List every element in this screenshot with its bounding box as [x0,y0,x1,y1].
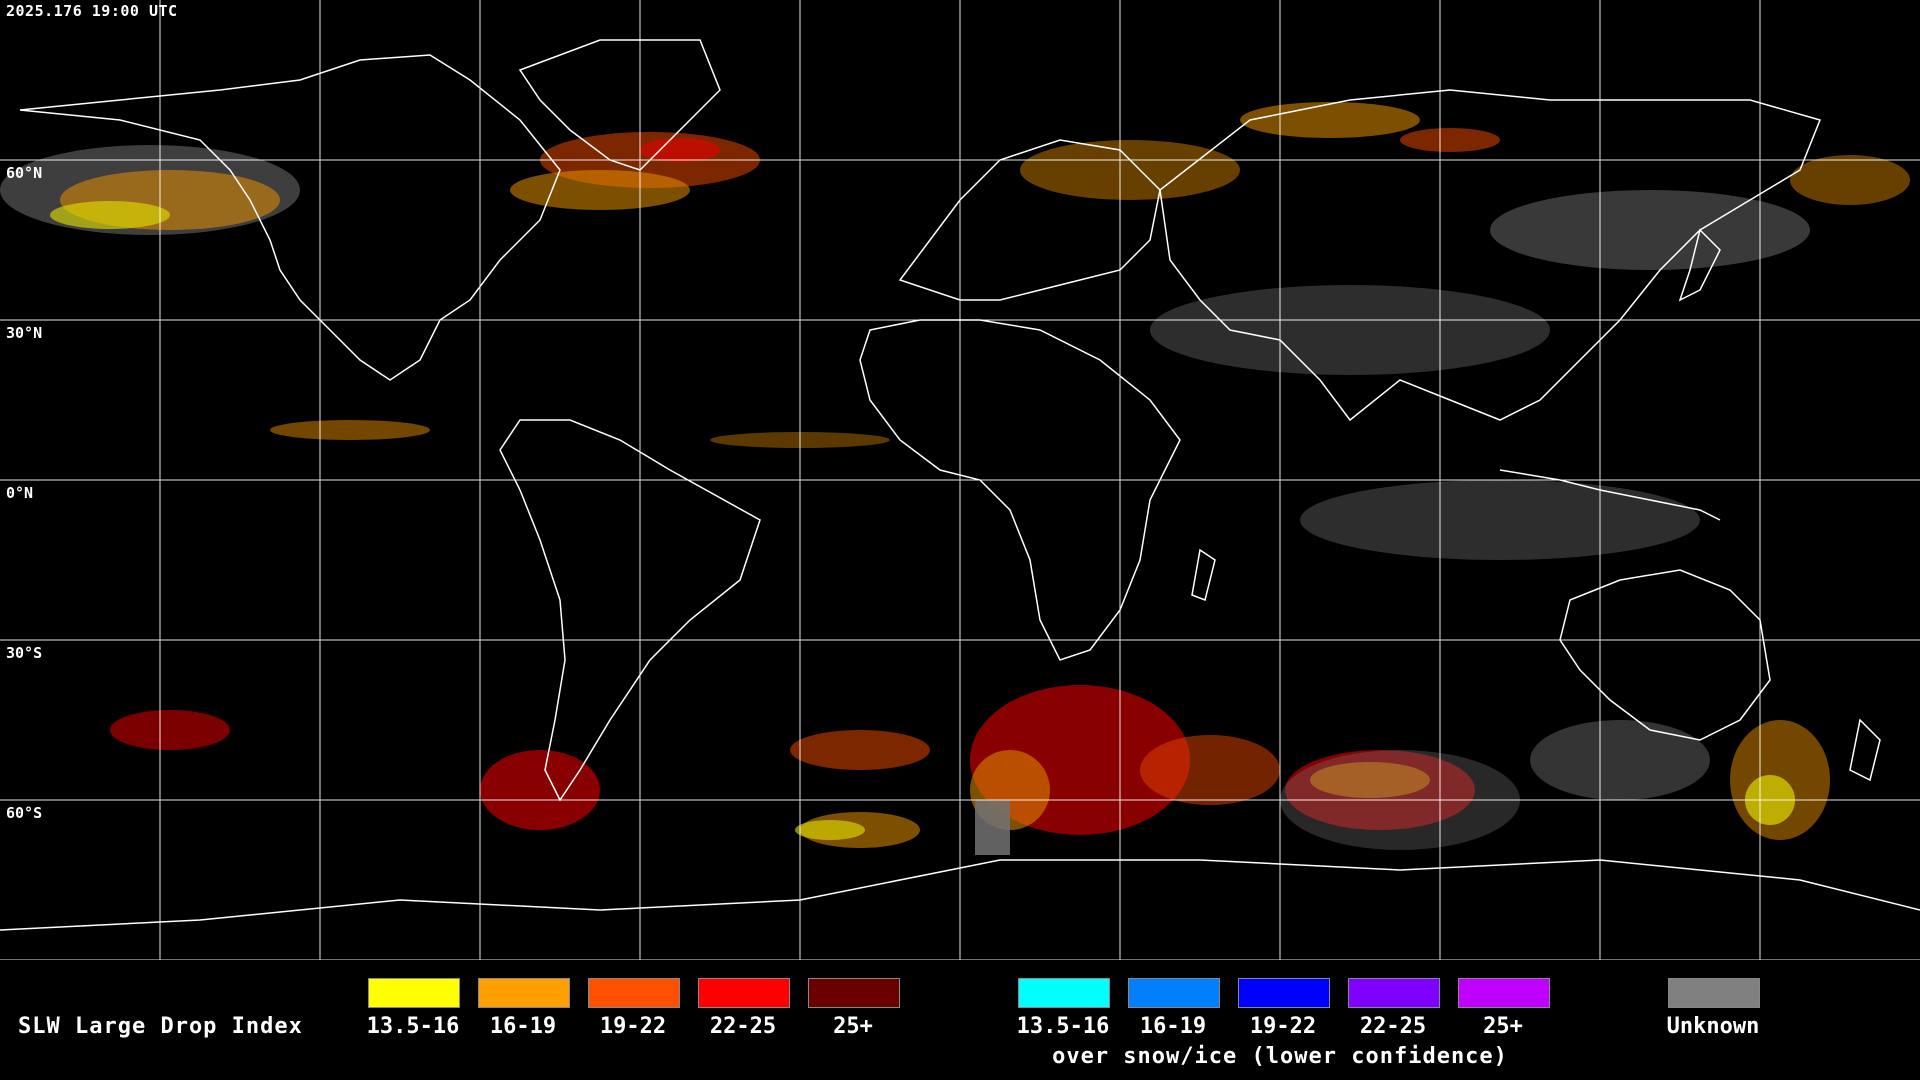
legend [0,960,1920,1080]
swatch-label: 19-22 [1249,1014,1317,1039]
swatch-snow-22-25 [1348,978,1440,1008]
swatch-snow-13-16 [1018,978,1110,1008]
swatch-label: 13.5-16 [1016,1014,1110,1039]
swatch-16-19 [478,978,570,1008]
lat-label-60n: 60°N [6,164,43,182]
lat-label-60s: 60°S [6,804,43,822]
slw-field [0,102,1910,855]
swatch-snow-16-19 [1128,978,1220,1008]
lat-label-0n: 0°N [6,484,34,502]
swatch-label: 13.5-16 [366,1014,460,1039]
swatch-13-16 [368,978,460,1008]
swatch-19-22 [588,978,680,1008]
swatch-label: 25+ [1483,1014,1523,1039]
world-map [0,0,1920,960]
graticule [0,0,1920,960]
lat-label-30n: 30°N [6,324,43,342]
swatch-label: 19-22 [599,1014,667,1039]
swatch-label: 22-25 [1359,1014,1427,1039]
swatch-22-25 [698,978,790,1008]
swatch-label: 16-19 [489,1014,557,1039]
snow-ice-note: over snow/ice (lower confidence) [1052,1044,1508,1069]
swatch-snow-25plus [1458,978,1550,1008]
swatch-snow-19-22 [1238,978,1330,1008]
swatch-label: 25+ [833,1014,873,1039]
swatch-label: 16-19 [1139,1014,1207,1039]
lat-label-30s: 30°S [6,644,43,662]
swatch-label: 22-25 [709,1014,777,1039]
timestamp: 2025.176 19:00 UTC [6,2,178,20]
swatch-unknown [1668,978,1760,1008]
swatch-label-unknown: Unknown [1666,1014,1760,1039]
swatch-25plus [808,978,900,1008]
legend-title: SLW Large Drop Index [18,1014,303,1039]
